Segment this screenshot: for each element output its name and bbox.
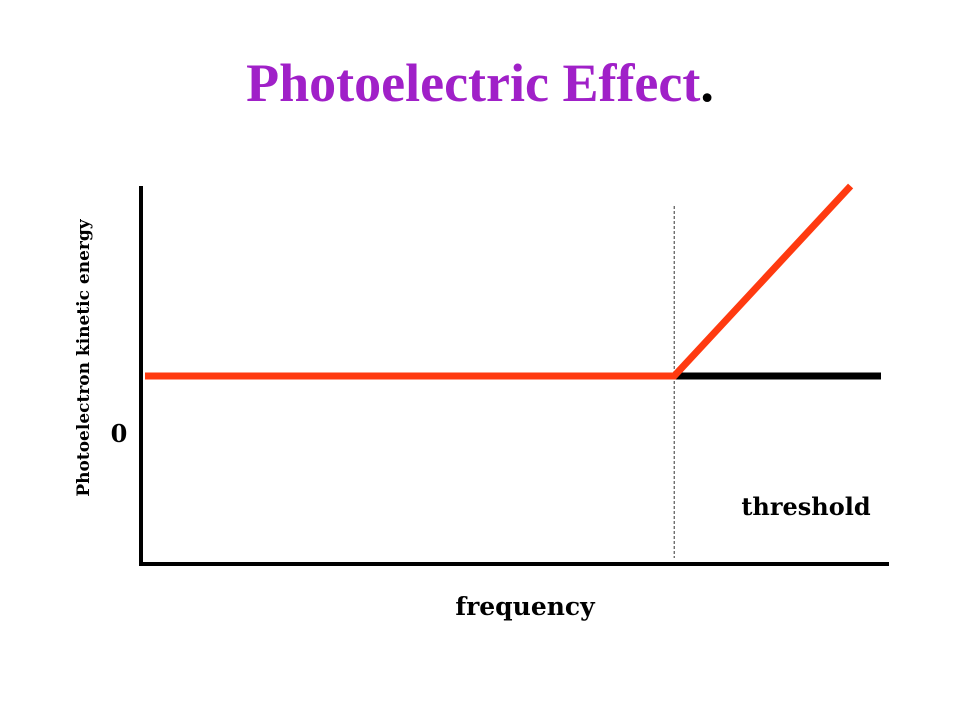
kinetic-energy-series-line (145, 183, 854, 380)
y-axis-label: Photoelectron kinetic energy (74, 218, 94, 496)
title-period: . (700, 53, 714, 113)
y-tick-zero: 0 (111, 419, 128, 448)
title-text: Photoelectric Effect (246, 53, 701, 113)
page-title: Photoelectric Effect. (0, 56, 960, 110)
threshold-label: threshold (741, 492, 871, 521)
x-axis-label: frequency (455, 592, 596, 621)
